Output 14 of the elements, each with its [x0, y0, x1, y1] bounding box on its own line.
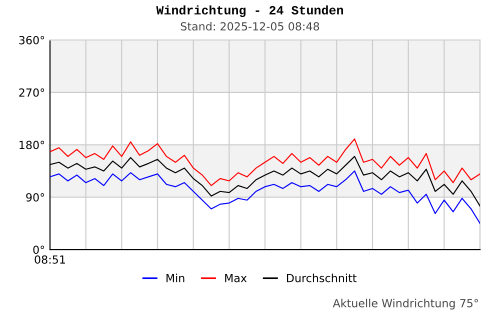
legend-label: Durchschnitt [287, 274, 357, 282]
text: Aktuelle Windrichtung 75° [332, 298, 478, 310]
chart-title: Windrichtung - 24 Stunden [156, 5, 343, 18]
y-tick-label: 0° [33, 246, 44, 254]
text: 08:51 [34, 255, 65, 264]
line-series [50, 138, 480, 186]
legend-label: Max [225, 274, 247, 282]
chart-subtitle: Stand: 2025-12-05 08:48 [180, 22, 320, 31]
y-tick-label: 360° [19, 36, 44, 44]
y-tick-label: 90° [26, 193, 44, 202]
line-series [50, 170, 480, 224]
y-tick-label: 270° [19, 88, 44, 97]
legend-label: Min [166, 274, 184, 282]
y-tick-label: 180° [20, 140, 44, 150]
